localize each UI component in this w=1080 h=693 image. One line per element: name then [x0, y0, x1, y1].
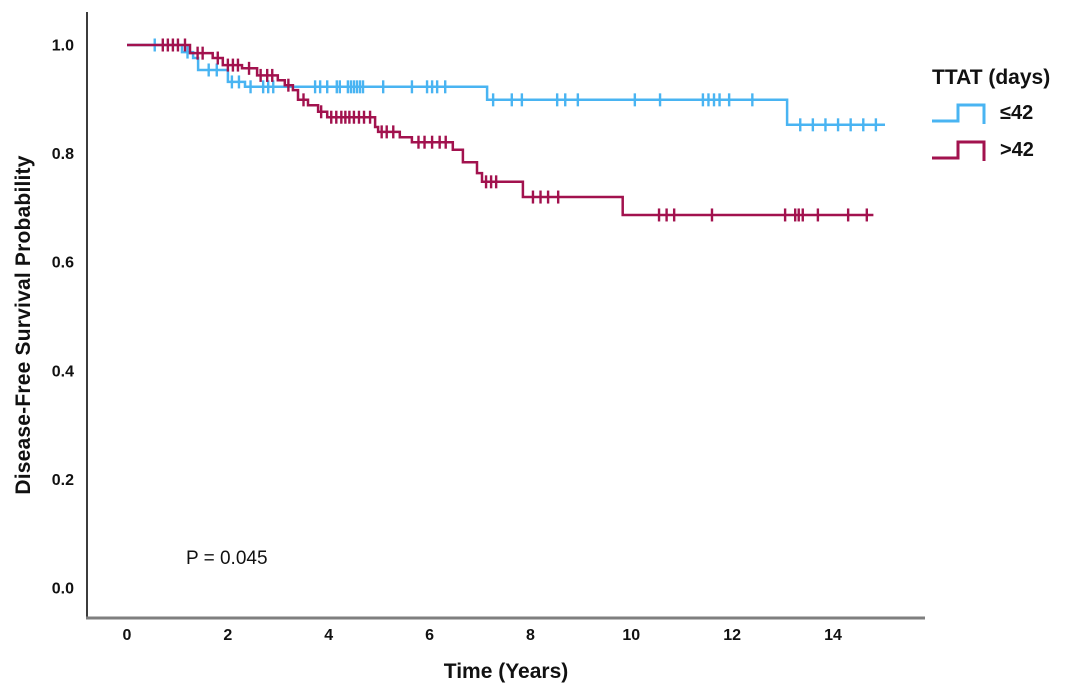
x-tick-label: 10 — [622, 627, 640, 644]
x-tick-label: 4 — [324, 627, 333, 644]
legend-item-le42: ≤42 — [930, 99, 1078, 127]
survival-curve-le42 — [127, 43, 885, 127]
legend-label: ≤42 — [1000, 101, 1034, 124]
y-tick-label: 1.0 — [52, 38, 74, 55]
x-tick-label: 8 — [526, 627, 535, 644]
legend-label: >42 — [1000, 138, 1034, 161]
x-tick-label: 14 — [824, 627, 842, 644]
legend: TTAT (days) ≤42 >42 — [930, 66, 1078, 164]
y-axis-title: Disease-Free Survival Probability — [12, 155, 35, 495]
x-tick-label: 12 — [723, 627, 741, 644]
legend-item-gt42: >42 — [930, 136, 1078, 164]
y-tick-label: 0.2 — [52, 472, 74, 489]
y-tick-label: 0.4 — [52, 363, 74, 380]
y-tick-label: 0.0 — [52, 581, 74, 598]
x-tick-label: 2 — [223, 627, 232, 644]
y-tick-label: 0.6 — [52, 255, 74, 272]
step-line-icon — [932, 140, 986, 161]
x-tick-label: 0 — [123, 627, 132, 644]
survival-curve-gt42 — [127, 43, 874, 217]
step-line-icon — [932, 103, 986, 124]
legend-title: TTAT (days) — [932, 66, 1051, 89]
x-axis-title: Time (Years) — [443, 660, 569, 683]
p-value-annotation: P = 0.045 — [186, 548, 268, 569]
y-tick-label: 0.8 — [52, 146, 74, 163]
x-tick-label: 6 — [425, 627, 434, 644]
